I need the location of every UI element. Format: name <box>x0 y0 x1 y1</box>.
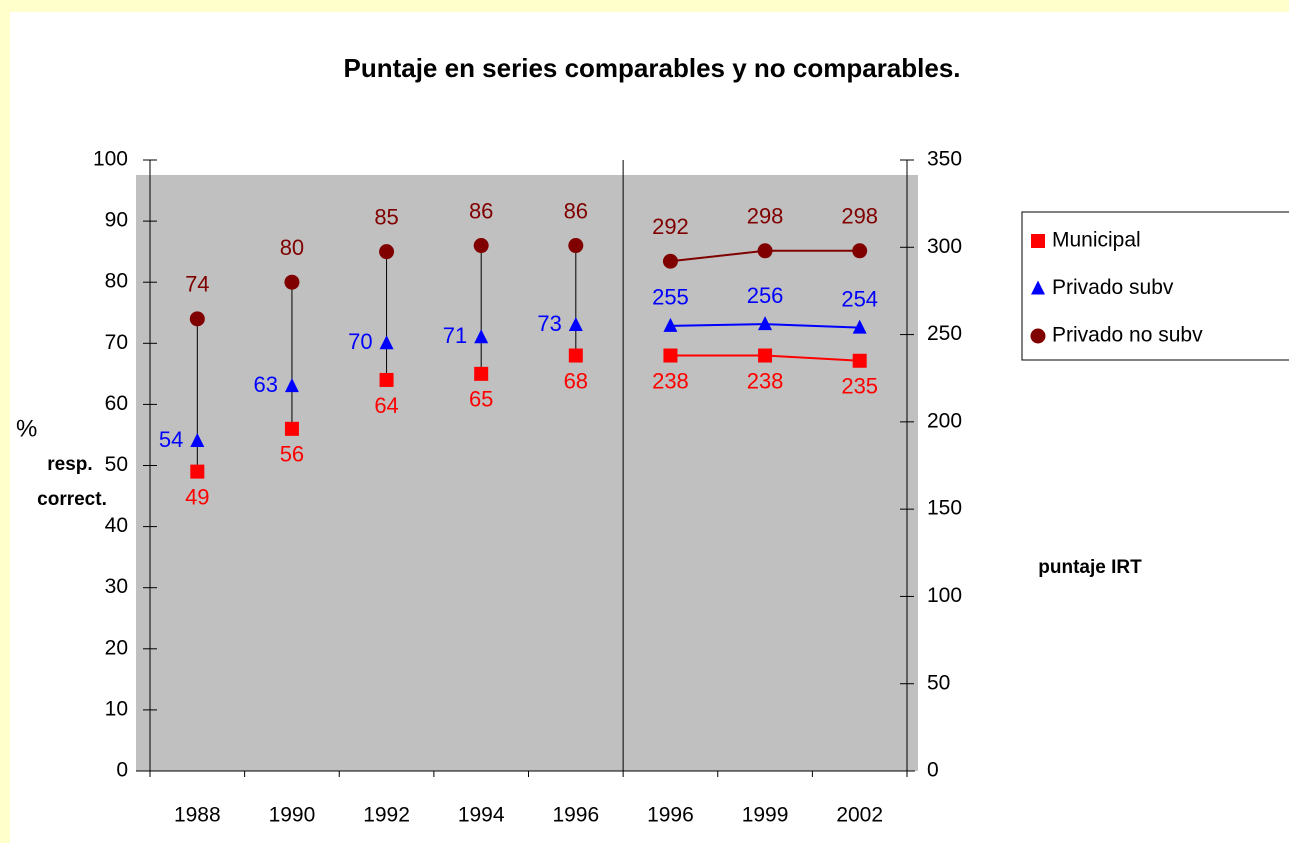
y-tick-label: 90 <box>105 209 128 232</box>
y2-tick-label: 0 <box>927 759 939 782</box>
y2-tick-label: 350 <box>927 148 962 171</box>
marker <box>852 319 867 334</box>
y-tick-label: 30 <box>105 575 128 598</box>
marker <box>284 378 299 393</box>
y-tick-label: 50 <box>105 453 128 476</box>
marker <box>662 253 678 269</box>
legend-label: Privado subv <box>1052 276 1174 299</box>
y2-tick-label: 300 <box>927 235 962 258</box>
data-label: 238 <box>652 368 689 393</box>
y-tick-label: 10 <box>105 697 128 720</box>
legend-label: Municipal <box>1052 229 1141 252</box>
data-label: 71 <box>443 323 467 348</box>
marker <box>379 244 395 260</box>
marker <box>474 366 489 381</box>
data-label: 235 <box>841 374 878 399</box>
y2-axis-label: puntaje IRT <box>1038 557 1142 578</box>
data-label: 298 <box>841 204 878 229</box>
marker <box>474 329 489 344</box>
data-label: 298 <box>747 204 784 229</box>
y-axis-label: correct. <box>37 489 107 510</box>
y-tick-label: 40 <box>105 514 128 537</box>
y-tick-label: 70 <box>105 331 128 354</box>
data-label: 238 <box>747 368 784 393</box>
data-label: 256 <box>747 283 784 308</box>
data-label: 68 <box>564 368 588 393</box>
marker <box>663 317 678 332</box>
x-tick-label: 2002 <box>836 804 883 827</box>
marker <box>190 464 205 479</box>
y2-tick-label: 250 <box>927 322 962 345</box>
y-axis-label: % <box>16 415 37 442</box>
y2-tick-label: 150 <box>927 497 962 520</box>
x-tick-label: 1999 <box>742 804 789 827</box>
y-tick-label: 0 <box>116 759 128 782</box>
data-label: 85 <box>374 204 398 229</box>
marker <box>284 421 299 436</box>
x-tick-label: 1988 <box>174 804 221 827</box>
x-tick-label: 1996 <box>552 804 599 827</box>
marker <box>473 238 489 254</box>
data-label: 254 <box>841 286 878 311</box>
x-tick-label: 1990 <box>269 804 316 827</box>
legend-marker <box>1031 234 1045 248</box>
data-label: 56 <box>280 442 304 467</box>
data-label: 80 <box>280 235 304 260</box>
y-axis-label: resp. <box>47 454 92 475</box>
marker <box>757 243 773 259</box>
y-tick-label: 20 <box>105 636 128 659</box>
data-label: 64 <box>374 393 398 418</box>
chart-title: Puntaje en series comparables y no compa… <box>343 53 960 83</box>
y2-tick-label: 100 <box>927 584 962 607</box>
marker <box>852 353 867 368</box>
marker <box>379 372 394 387</box>
data-label: 73 <box>537 311 561 336</box>
x-tick-label: 1992 <box>363 804 410 827</box>
marker <box>852 243 868 259</box>
data-label: 292 <box>652 214 689 239</box>
data-label: 63 <box>253 372 277 397</box>
data-label: 86 <box>564 198 588 223</box>
marker <box>568 348 583 363</box>
y2-tick-label: 200 <box>927 409 962 432</box>
data-label: 86 <box>469 198 493 223</box>
legend-box <box>1021 211 1289 361</box>
marker <box>284 274 300 290</box>
marker <box>758 316 773 331</box>
marker <box>758 348 773 363</box>
data-label: 70 <box>348 329 372 354</box>
marker <box>663 348 678 363</box>
marker <box>190 433 205 448</box>
data-label: 255 <box>652 285 689 310</box>
marker <box>379 335 394 350</box>
y-tick-label: 100 <box>93 148 128 171</box>
plot-area <box>136 175 918 771</box>
x-tick-label: 1996 <box>647 804 694 827</box>
legend-marker <box>1030 328 1046 344</box>
y-tick-label: 80 <box>105 270 128 293</box>
marker <box>568 316 583 331</box>
data-label: 65 <box>469 387 493 412</box>
data-label: 74 <box>185 272 209 297</box>
legend-marker <box>1031 280 1045 295</box>
data-label: 54 <box>159 427 183 452</box>
marker <box>189 311 205 327</box>
y2-tick-label: 50 <box>927 671 950 694</box>
data-label: 49 <box>185 484 209 509</box>
marker <box>568 238 584 254</box>
legend-label: Privado no subv <box>1052 324 1203 347</box>
x-tick-label: 1994 <box>458 804 505 827</box>
y-tick-label: 60 <box>105 392 128 415</box>
